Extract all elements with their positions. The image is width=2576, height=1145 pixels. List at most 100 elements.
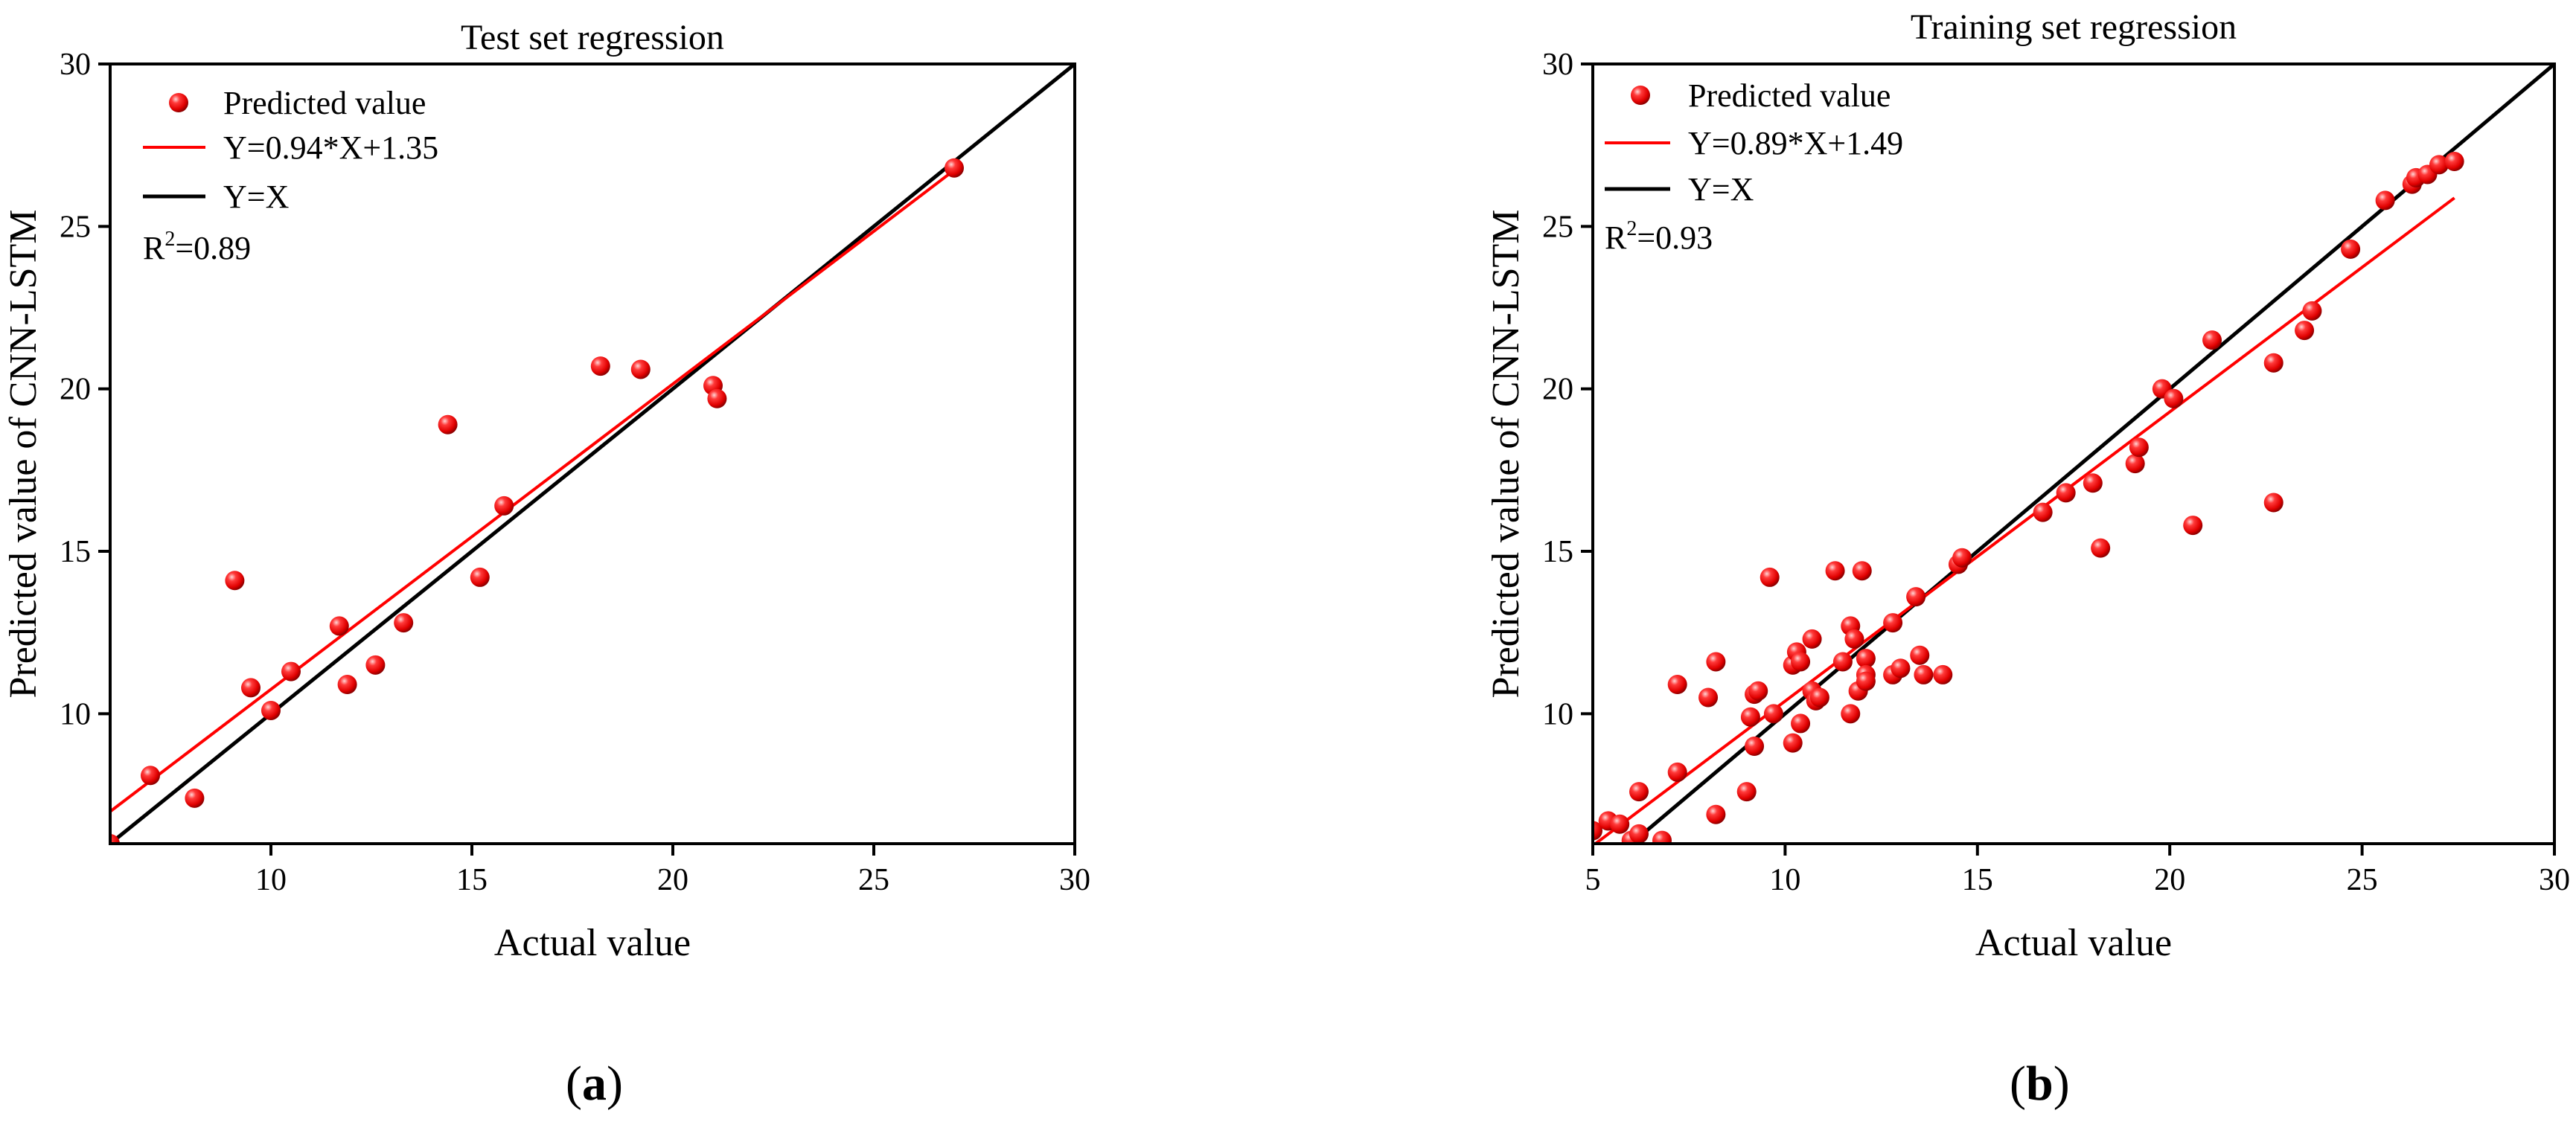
- data-point: [2263, 493, 2283, 513]
- data-point: [2056, 483, 2076, 503]
- data-point: [2375, 190, 2395, 211]
- legend-marker-icon: [1631, 86, 1650, 105]
- x-axis-ticks: 5 10 15 20 25 30: [1585, 844, 2570, 897]
- x-tick-label: 10: [255, 863, 287, 897]
- data-point: [2183, 516, 2203, 536]
- data-point: [2295, 321, 2315, 341]
- data-point: [590, 356, 610, 376]
- data-point: [185, 788, 205, 808]
- panel-label: (a): [566, 1056, 623, 1111]
- y-tick-label: 30: [1542, 48, 1573, 82]
- data-point: [1667, 762, 1687, 782]
- x-tick-label: 5: [1585, 863, 1601, 897]
- data-point: [1906, 587, 1926, 607]
- chart-title: Training set regression: [1911, 7, 2237, 47]
- data-point: [2033, 502, 2053, 522]
- x-tick-label: 10: [1769, 863, 1800, 897]
- data-point: [2263, 353, 2283, 373]
- data-point: [1852, 561, 1872, 581]
- data-point: [1748, 681, 1768, 701]
- data-point: [2129, 437, 2149, 458]
- data-point: [1740, 707, 1760, 727]
- regression-fit-line: [1593, 196, 2455, 844]
- data-point: [2083, 473, 2103, 493]
- legend-marker-icon: [169, 93, 188, 112]
- legend-scatter-label: Predicted value: [1688, 77, 1891, 114]
- data-point: [337, 675, 357, 695]
- plot-frame: [109, 62, 1076, 845]
- data-point: [1914, 664, 1934, 684]
- x-tick-label: 15: [1962, 863, 1993, 897]
- plot-frame: [1591, 62, 2556, 845]
- x-tick-label: 30: [1059, 863, 1090, 897]
- x-tick-label: 25: [2347, 863, 2378, 897]
- y-tick-label: 10: [60, 697, 91, 731]
- data-point: [1763, 704, 1783, 724]
- data-point: [1856, 671, 1876, 691]
- data-point: [241, 678, 261, 698]
- x-tick-label: 25: [858, 863, 889, 897]
- data-point: [2091, 538, 2111, 558]
- data-points: [1593, 152, 2464, 844]
- data-point: [2125, 454, 2145, 474]
- y-axis-title: Predicted value of CNN-LSTM: [2, 209, 45, 698]
- y-tick-label: 10: [1542, 697, 1573, 731]
- y-tick-label: 15: [1542, 535, 1573, 569]
- r-squared-label: R2=0.93: [1605, 217, 1713, 256]
- data-point: [2429, 155, 2449, 175]
- data-point: [1844, 629, 1864, 649]
- data-point: [1706, 652, 1726, 672]
- data-point: [1841, 704, 1861, 724]
- data-point: [1783, 733, 1803, 753]
- data-point: [1809, 687, 1829, 708]
- x-axis-title: Actual value: [1975, 922, 2172, 964]
- data-point: [494, 495, 514, 516]
- x-tick-label: 20: [2154, 863, 2185, 897]
- x-tick-label: 15: [456, 863, 488, 897]
- data-point: [1736, 782, 1757, 802]
- legend-fit-label: Y=0.94*X+1.35: [223, 129, 438, 166]
- data-point: [470, 567, 490, 587]
- data-point: [1832, 652, 1853, 672]
- data-point: [110, 834, 120, 844]
- data-point: [365, 655, 386, 675]
- x-tick-label: 20: [657, 863, 688, 897]
- chart-panel-a: Test set regression 10 15 20 25 30 10 15 20 25 3…: [2, 18, 1090, 1111]
- data-point: [1652, 830, 1672, 844]
- panel-label: (b): [2010, 1056, 2070, 1111]
- regression-fit-line: [110, 169, 956, 813]
- chart-panel-b: Training set regression 5 10 15 20 25 30 10 15…: [1485, 7, 2570, 1111]
- y-tick-label: 20: [1542, 373, 1573, 407]
- y-tick-label: 15: [60, 535, 91, 569]
- data-point: [141, 766, 160, 786]
- data-point: [1610, 814, 1630, 834]
- data-point: [2164, 388, 2184, 408]
- data-point: [2202, 330, 2222, 350]
- data-point: [1825, 561, 1845, 581]
- data-point: [1791, 713, 1811, 734]
- data-point: [707, 388, 727, 408]
- data-point: [1698, 687, 1719, 708]
- data-point: [1791, 652, 1811, 672]
- legend: Predicted value Y=0.94*X+1.35 Y=X: [143, 85, 438, 215]
- plot-area: [1593, 64, 2554, 844]
- data-point: [1706, 804, 1726, 824]
- data-point: [1952, 548, 1972, 568]
- data-point: [945, 158, 964, 178]
- data-point: [1629, 782, 1649, 802]
- data-points: [110, 158, 964, 844]
- y-axis-ticks: 10 15 20 25 30: [60, 48, 110, 731]
- data-point: [1760, 567, 1780, 587]
- y-tick-label: 20: [60, 373, 91, 407]
- data-point: [2341, 239, 2361, 259]
- plot-area: [110, 64, 1075, 844]
- data-point: [225, 571, 245, 591]
- data-point: [1933, 664, 1953, 684]
- data-point: [1667, 675, 1687, 695]
- legend-fit-label: Y=0.89*X+1.49: [1688, 125, 1903, 161]
- x-axis-title: Actual value: [494, 922, 691, 964]
- data-point: [438, 414, 458, 434]
- data-point: [394, 613, 414, 633]
- data-point: [2444, 152, 2464, 171]
- legend-identity-label: Y=X: [1688, 171, 1754, 208]
